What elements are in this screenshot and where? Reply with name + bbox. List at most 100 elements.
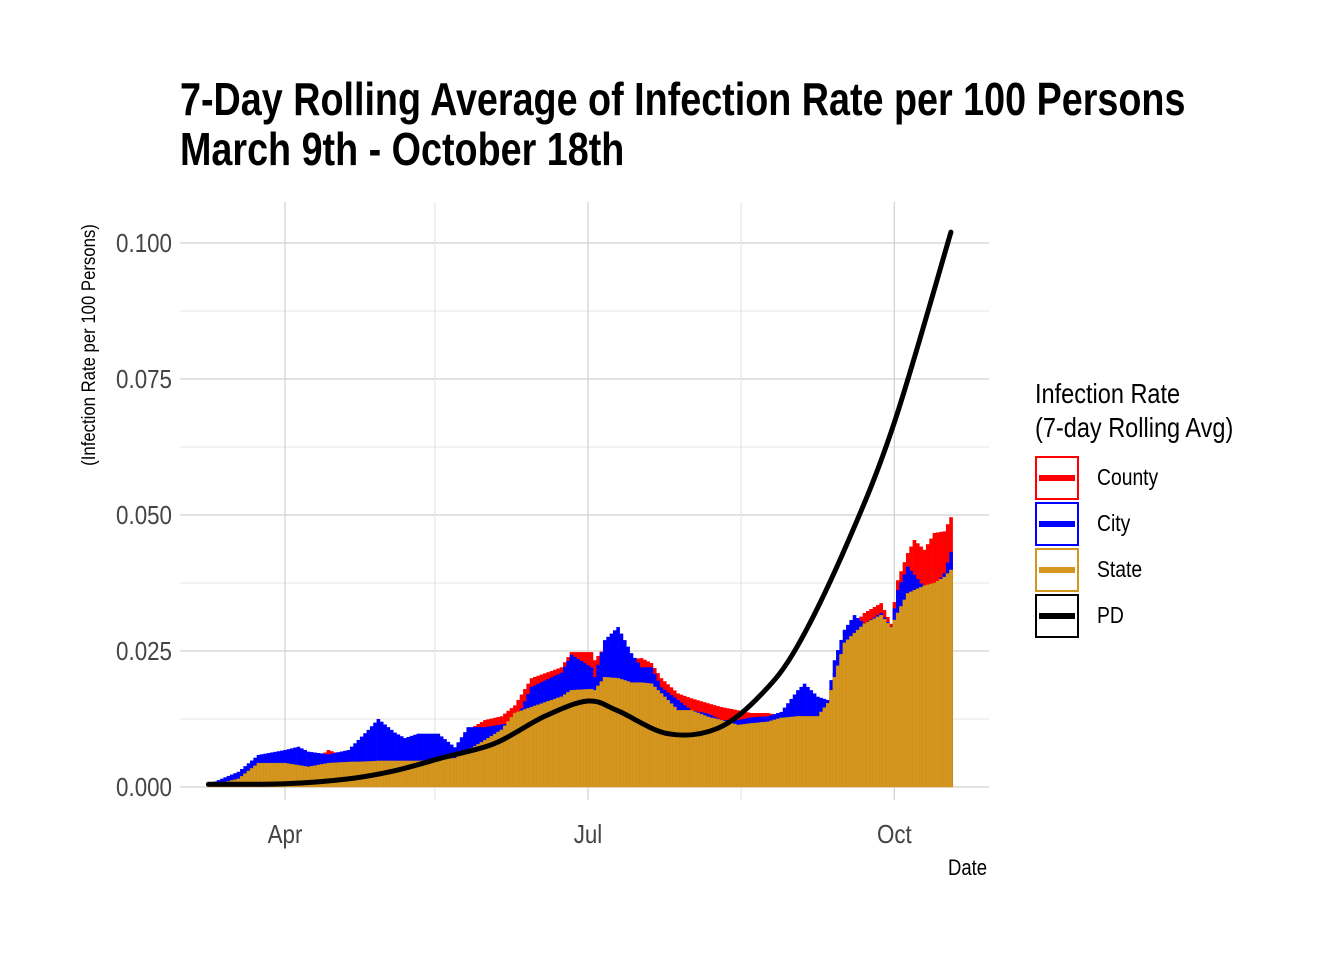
state-bar [726,721,730,788]
state-bar [742,724,747,788]
state-bar [855,629,860,788]
state-bar [859,626,864,788]
state-bar [759,722,764,788]
legend-key-state [1035,548,1079,592]
state-bar [885,622,890,788]
state-bar [842,642,847,788]
city-bar [373,722,377,787]
state-bar [869,620,874,788]
state-bar [602,676,607,788]
state-bar [656,690,661,788]
state-bar [519,710,524,788]
state-bar [689,710,694,788]
y-tick-label: 0.075 [116,365,172,394]
legend-title-1: Infection Rate [1035,378,1181,409]
state-bar [343,762,348,788]
city-bar [376,719,381,787]
state-bar [333,762,338,788]
state-bar [872,618,877,788]
state-bar [822,707,827,788]
state-bar [509,717,514,788]
state-bar [909,591,914,788]
state-bar [619,679,624,788]
state-bar [805,716,810,788]
state-bar [659,693,664,788]
state-bar [629,682,634,788]
state-bar [403,760,407,788]
state-bar [839,654,844,788]
state-bar [765,721,770,788]
state-bar [399,760,404,788]
state-bar [702,715,707,788]
state-bar [879,614,884,788]
state-bar [612,677,617,788]
state-bar [652,686,657,788]
state-bar [682,710,687,788]
state-bar [502,725,507,788]
state-bar [356,761,361,788]
y-tick-label: 0.050 [116,501,172,530]
state-bar [792,716,797,788]
state-bar [929,583,934,788]
legend-key-pd [1035,594,1079,638]
state-bar [889,626,894,788]
state-bar [769,720,774,788]
state-bar [666,700,671,788]
state-bar [892,619,897,788]
state-bar [912,589,917,788]
legend-label-city: City [1097,510,1131,536]
legend-label-county: County [1097,464,1159,490]
x-tick-label: Jul [574,820,603,849]
state-bar [616,678,621,788]
state-bar [736,724,740,788]
state-bar [699,714,704,788]
state-bar [443,759,447,788]
state-bar [672,706,677,788]
state-bar [439,759,444,788]
state-bar [462,751,467,788]
state-bar [939,578,944,788]
state-bar [832,676,837,788]
city-bar [389,729,394,787]
state-bar [346,761,351,788]
state-bar [592,690,597,788]
state-bar [825,703,830,788]
state-bar [819,711,824,788]
state-bar [809,716,814,788]
state-bar [779,717,784,788]
state-bar [739,724,744,788]
state-bar [429,760,434,788]
state-bar [466,749,471,788]
subtitle-line: March 9th - October 18th [180,123,625,175]
state-bar [349,761,354,788]
state-bar [646,683,651,788]
state-bar [456,755,461,788]
state-bar [719,719,724,788]
state-bar [835,665,840,788]
state-bar [669,703,674,788]
state-bar [632,682,637,788]
state-bar [935,580,940,788]
gridlines [180,202,989,800]
state-bar [522,709,527,788]
city-bar [419,733,424,787]
state-bar [815,716,820,788]
state-bar [586,689,591,788]
legend-label-state: State [1097,556,1143,582]
city-bar [366,729,371,787]
y-axis-label: (Infection Rate per 100 Persons) [79,224,100,466]
state-bar [529,706,534,788]
state-bar [852,632,857,788]
state-bar [609,677,614,788]
state-bar [762,721,767,788]
state-bar [932,582,937,788]
state-bar [795,716,800,788]
state-bar [396,760,401,788]
state-bar [436,759,441,788]
title-line: 7-Day Rolling Average of Infection Rate … [180,73,1186,125]
state-bar [942,576,947,788]
city-bar [416,733,421,787]
state-bar [902,599,907,788]
y-tick-label: 0.025 [116,637,172,666]
state-bar [729,722,734,788]
